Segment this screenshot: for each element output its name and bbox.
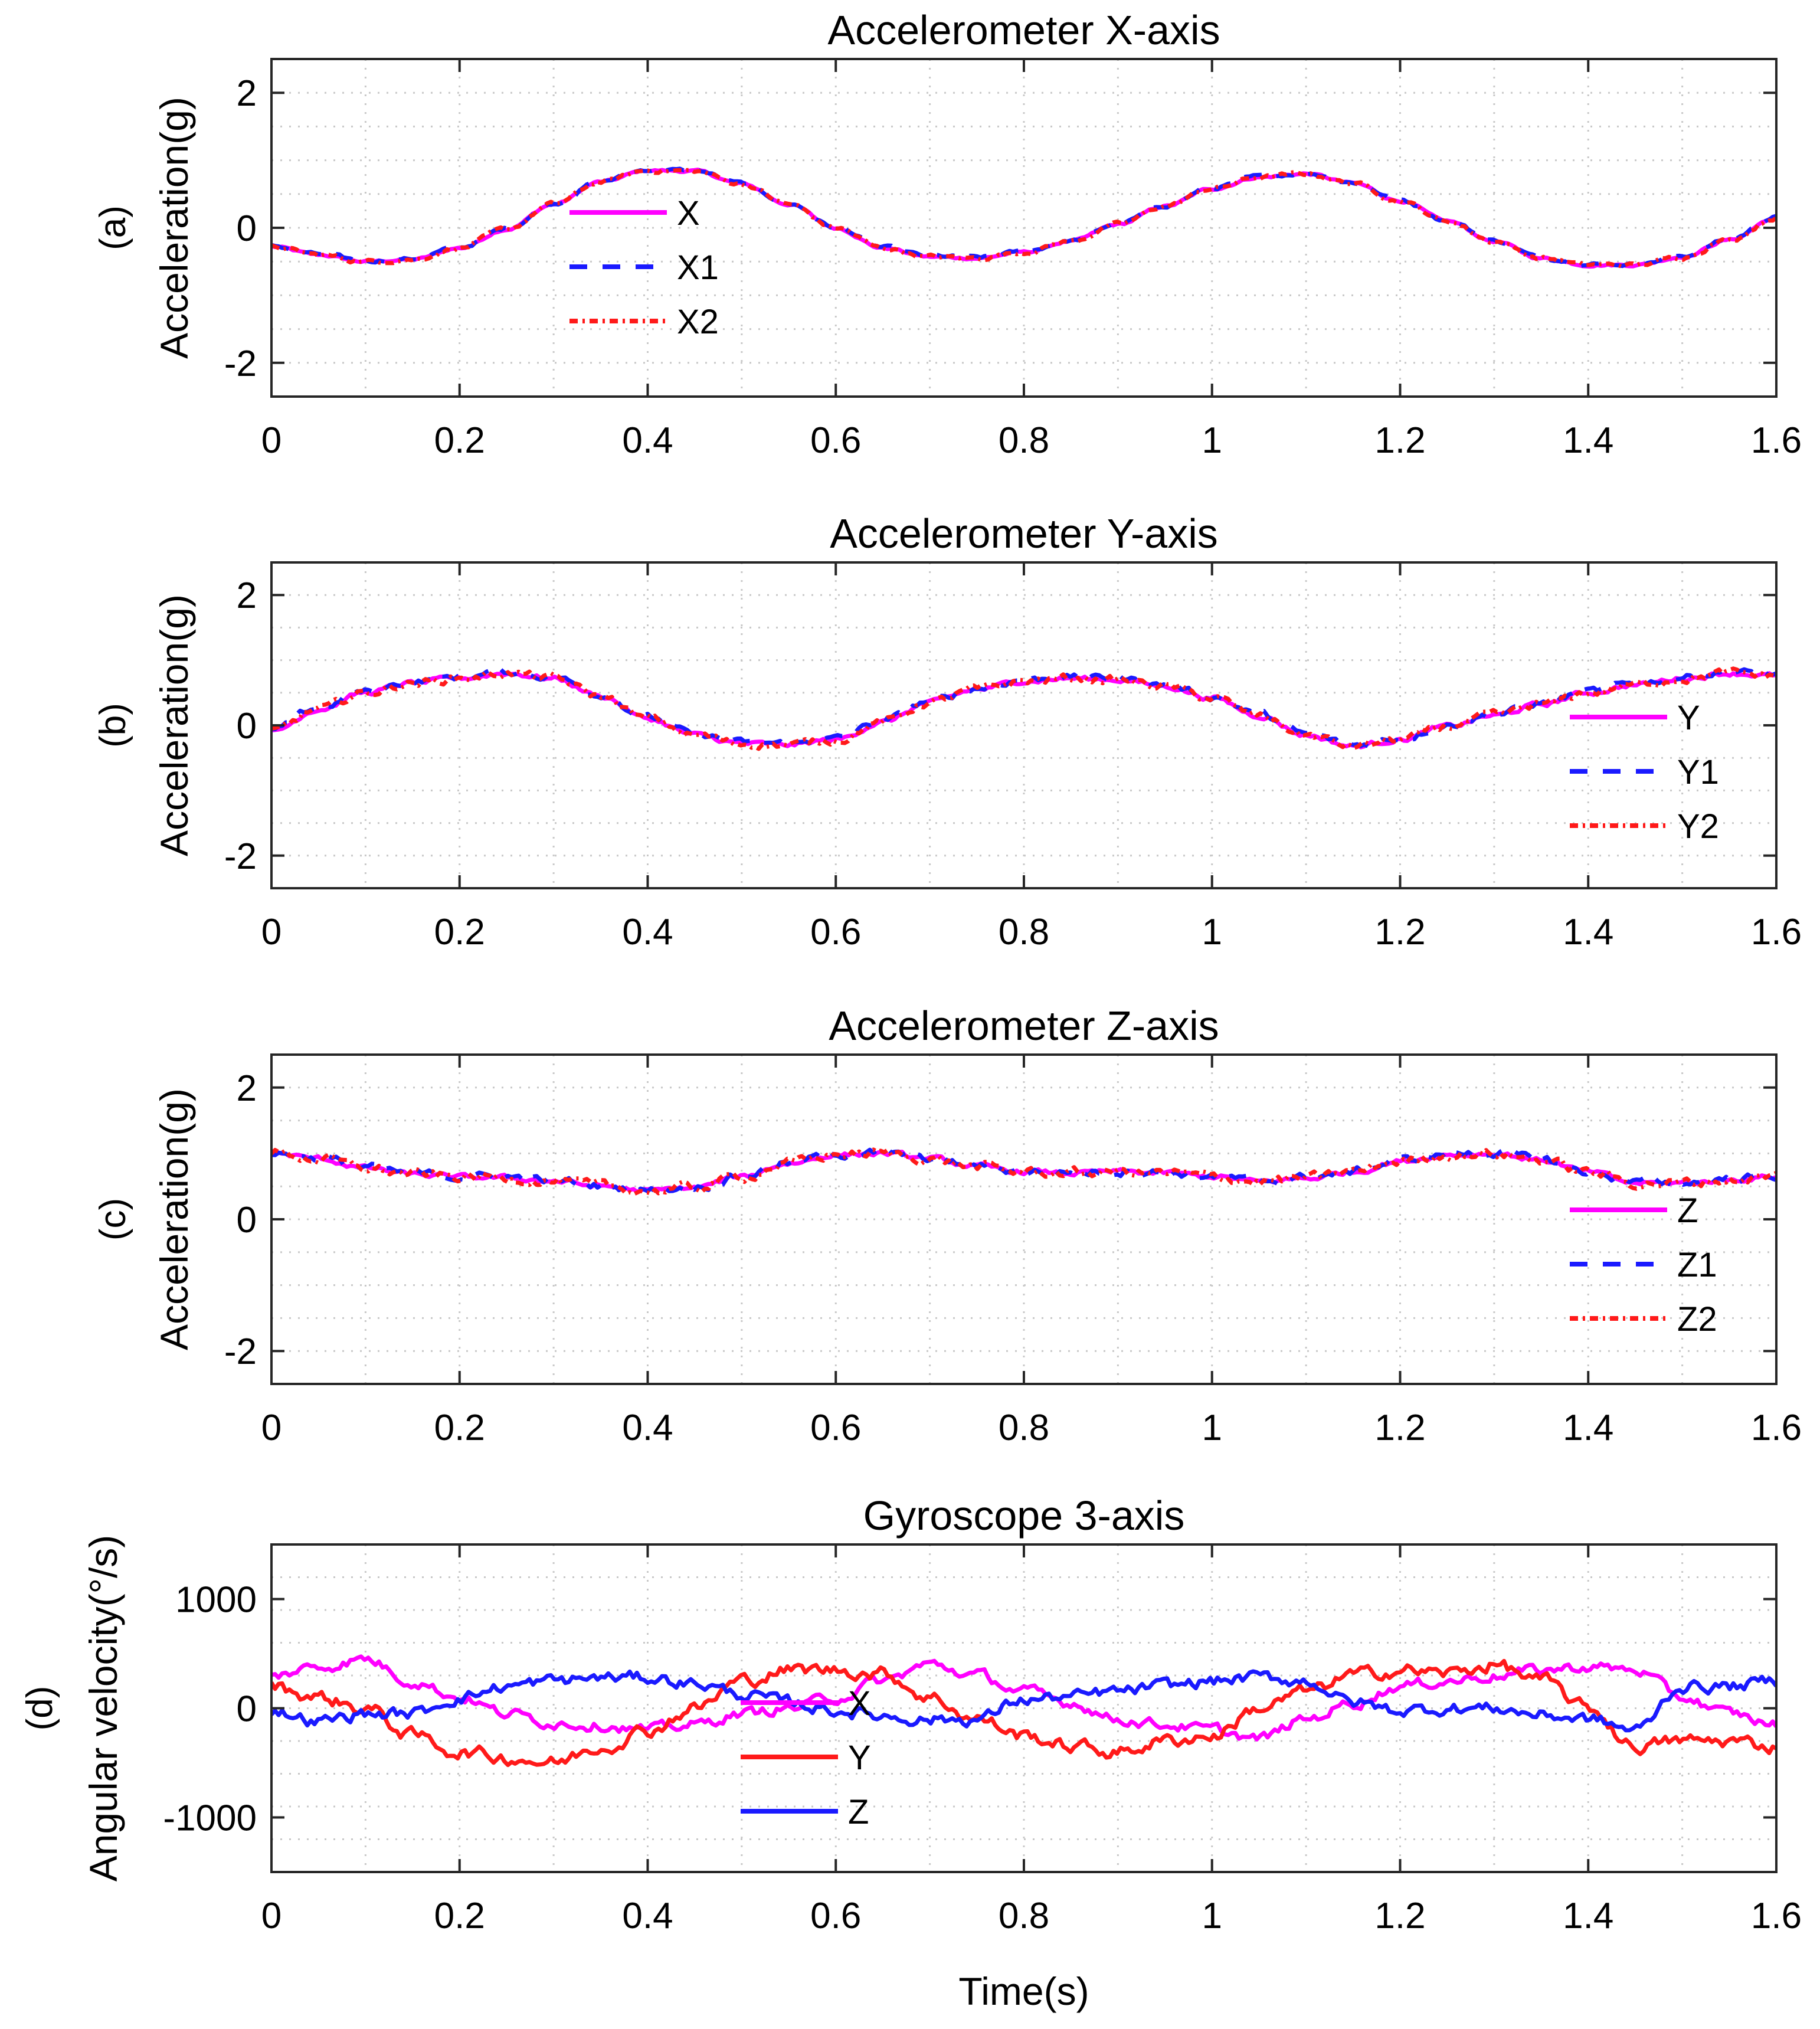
legend-label: Z [848, 1793, 869, 1831]
x-tick-label: 1.4 [1563, 1408, 1613, 1448]
legend-label: Y [1677, 699, 1700, 737]
x-tick-label: 0.2 [434, 1408, 485, 1448]
y-axis-label: Acceleration(g) [152, 594, 196, 856]
series-line-x [271, 1654, 1776, 1742]
y-tick-label: 0 [237, 208, 257, 249]
legend: Y Y1 Y2 [1570, 699, 1719, 846]
x-tick-label: 1 [1202, 912, 1222, 953]
y-tick-label: -2 [224, 836, 257, 877]
chart-panel-3: 0 0.2 0.4 0.6 0.8 1 1.2 1.4 1.6-202Accelerometer… [93, 1003, 1802, 1448]
panel-label: (a) [93, 205, 133, 250]
x-tick-label: 1.2 [1374, 912, 1425, 953]
series-group [271, 1654, 1776, 1768]
x-tick-label: 1 [1202, 420, 1222, 461]
legend-label: Y [848, 1739, 871, 1777]
x-tick-label: 1.4 [1563, 1896, 1613, 1936]
x-tick-label: 0.8 [999, 1408, 1049, 1448]
legend-label: Z1 [1677, 1246, 1717, 1284]
x-tick-label: 0.2 [434, 420, 485, 461]
x-axis-label: Time(s) [958, 1969, 1089, 2013]
chart-title: Accelerometer Z-axis [829, 1003, 1219, 1049]
series-line-x1 [271, 166, 1776, 269]
y-axis-label: Acceleration(g) [152, 97, 196, 359]
legend-label: Z2 [1677, 1300, 1717, 1339]
chart-panel-1: 0 0.2 0.4 0.6 0.8 1 1.2 1.4 1.6-202Accelerometer… [93, 7, 1802, 461]
y-tick-label: -2 [224, 343, 257, 384]
x-tick-label: 0 [261, 1408, 281, 1448]
x-tick-label: 0.8 [999, 1896, 1049, 1936]
x-tick-label: 1.4 [1563, 912, 1613, 953]
y-tick-label: 2 [237, 1068, 257, 1109]
y-tick-label: 2 [237, 73, 257, 114]
series-line-x2 [271, 168, 1776, 269]
x-tick-label: 0.8 [999, 912, 1049, 953]
y-tick-label: 0 [237, 1200, 257, 1241]
x-tick-label: 1.2 [1374, 420, 1425, 461]
x-tick-label: 1.6 [1751, 912, 1802, 953]
chart-title: Gyroscope 3-axis [863, 1493, 1185, 1539]
x-tick-label: 0.6 [810, 420, 861, 461]
x-tick-label: 0.2 [434, 1896, 485, 1936]
x-tick-label: 0.4 [622, 1408, 673, 1448]
legend-label: Y2 [1677, 807, 1719, 846]
chart-title: Accelerometer Y-axis [830, 510, 1218, 557]
chart-panel-4: 0 0.2 0.4 0.6 0.8 1 1.2 1.4 1.6 -1000 0 1000 Gyrosco… [19, 1493, 1802, 2013]
legend: Z Z1 Z2 [1570, 1192, 1717, 1339]
x-tick-label: 1 [1202, 1408, 1222, 1448]
x-tick-label: 1.6 [1751, 1896, 1802, 1936]
series-line-z1 [271, 1146, 1776, 1196]
x-tick-label: 0.8 [999, 420, 1049, 461]
series-line-z [271, 1150, 1776, 1194]
legend: XYZ [741, 1684, 871, 1831]
legend-label: X [677, 194, 700, 233]
y-axis-label: Angular velocity(°/s) [81, 1535, 125, 1882]
x-tick-label: 1 [1202, 1896, 1222, 1936]
x-tick-label: 0.6 [810, 1408, 861, 1448]
x-tick-label: 0.4 [622, 1896, 673, 1936]
x-tick-label: 0 [261, 420, 281, 461]
legend-label: X2 [677, 303, 719, 341]
y-tick-label: 2 [237, 575, 257, 616]
x-tick-label: 0.4 [622, 912, 673, 953]
chart-panel-2: 0 0.2 0.4 0.6 0.8 1 1.2 1.4 1.6-202Accelerometer… [93, 510, 1802, 953]
legend-label: Z [1677, 1192, 1698, 1230]
chart-title: Accelerometer X-axis [827, 7, 1220, 53]
series-group [271, 666, 1776, 751]
series-group [271, 166, 1776, 269]
x-tick-label: 0 [261, 912, 281, 953]
x-tick-label: 1.2 [1374, 1408, 1425, 1448]
y-tick-label: 0 [237, 1689, 257, 1730]
x-tick-label: 1.4 [1563, 420, 1613, 461]
legend-label: X1 [677, 248, 719, 287]
panel-label: (b) [93, 703, 133, 748]
x-tick-label: 1.2 [1374, 1896, 1425, 1936]
y-tick-label: -2 [224, 1331, 257, 1372]
series-group [271, 1146, 1776, 1197]
x-tick-label: 0.2 [434, 912, 485, 953]
grid [270, 1543, 1778, 1873]
panel-label: (c) [93, 1198, 133, 1241]
legend-label: Y1 [1677, 753, 1719, 791]
legend-label: X [848, 1684, 871, 1723]
panel-label: (d) [19, 1686, 60, 1731]
series-line-y [271, 1658, 1776, 1768]
legend: X X1 X2 [569, 194, 719, 341]
x-tick-label: 0.4 [622, 420, 673, 461]
x-tick-label: 0 [261, 1896, 281, 1936]
series-line-y [271, 671, 1776, 750]
x-tick-label: 1.6 [1751, 420, 1802, 461]
y-tick-label: 1000 [175, 1580, 257, 1621]
y-tick-label: 0 [237, 706, 257, 747]
y-axis-label: Acceleration(g) [152, 1088, 196, 1350]
y-tick-label: -1000 [163, 1798, 257, 1839]
x-tick-label: 0.6 [810, 1896, 861, 1936]
series-line-z2 [271, 1147, 1776, 1197]
x-tick-label: 1.6 [1751, 1408, 1802, 1448]
x-tick-label: 0.6 [810, 912, 861, 953]
series-line-z [271, 1669, 1776, 1733]
